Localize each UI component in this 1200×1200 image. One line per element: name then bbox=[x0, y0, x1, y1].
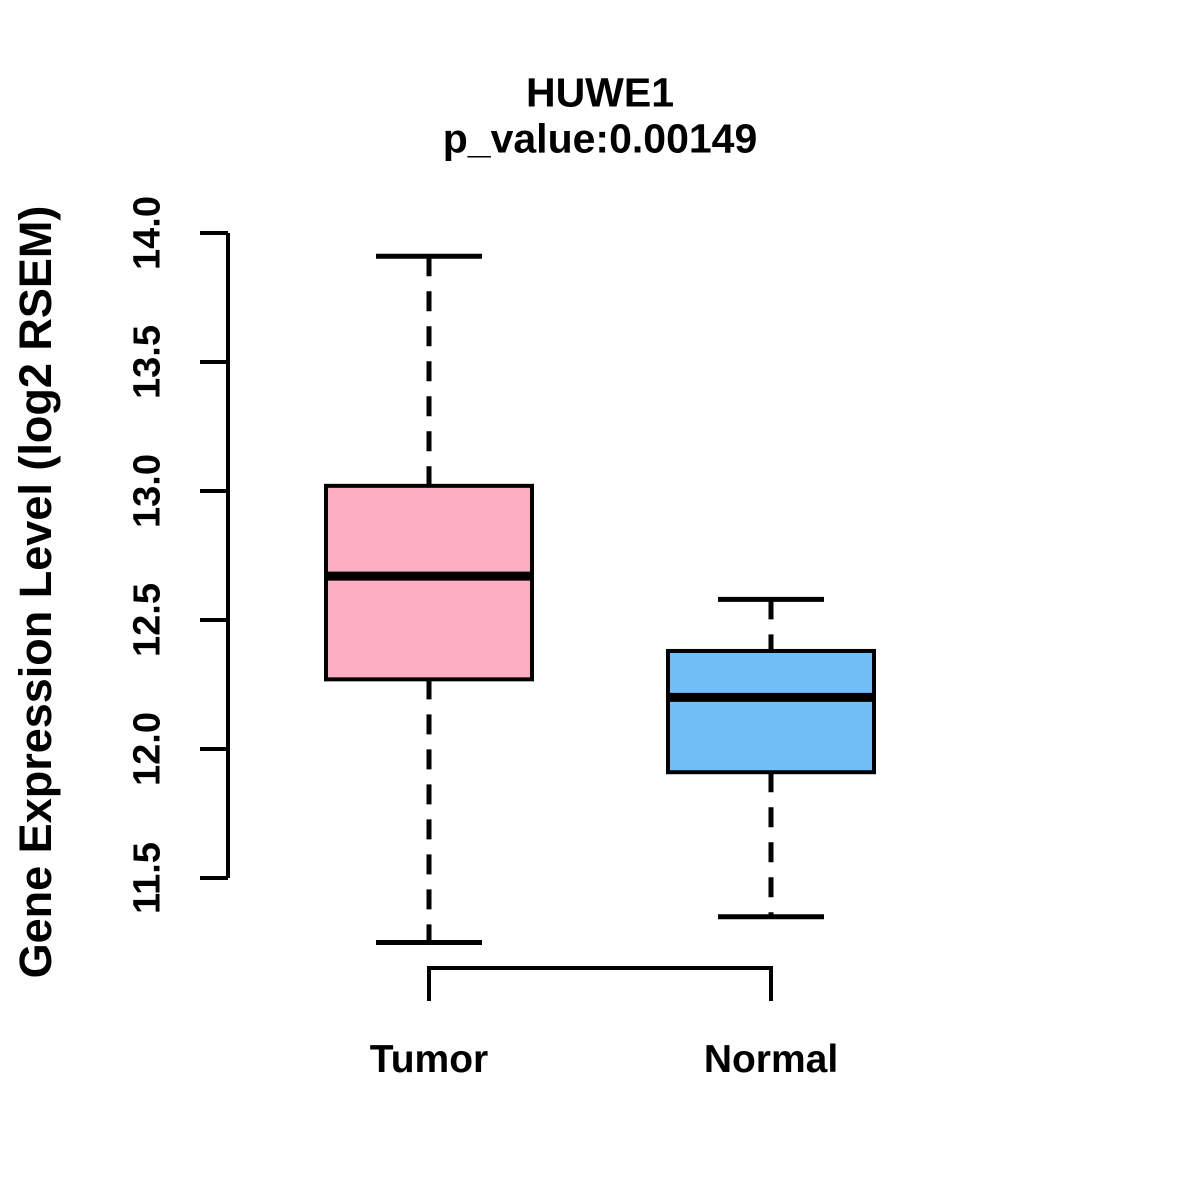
y-tick-label: 11.5 bbox=[126, 842, 169, 914]
y-tick-label: 13.5 bbox=[126, 325, 169, 399]
y-tick-label: 12.5 bbox=[126, 583, 169, 657]
x-axis-bracket bbox=[427, 966, 773, 1001]
x-label-normal: Normal bbox=[703, 1038, 839, 1081]
tumor-iqr-box bbox=[324, 483, 534, 682]
y-tick-label: 12.0 bbox=[126, 712, 169, 786]
chart-title: HUWE1 bbox=[525, 69, 675, 116]
normal-iqr-box bbox=[666, 648, 876, 775]
y-axis-title: Gene Expression Level (log2 RSEM) bbox=[10, 205, 61, 979]
y-tick-label: 13.0 bbox=[126, 454, 169, 528]
x-label-tumor: Tumor bbox=[369, 1038, 489, 1081]
y-tick-label: 14.0 bbox=[126, 196, 169, 270]
chart-subtitle-pvalue: p_value:0.00149 bbox=[442, 115, 758, 162]
